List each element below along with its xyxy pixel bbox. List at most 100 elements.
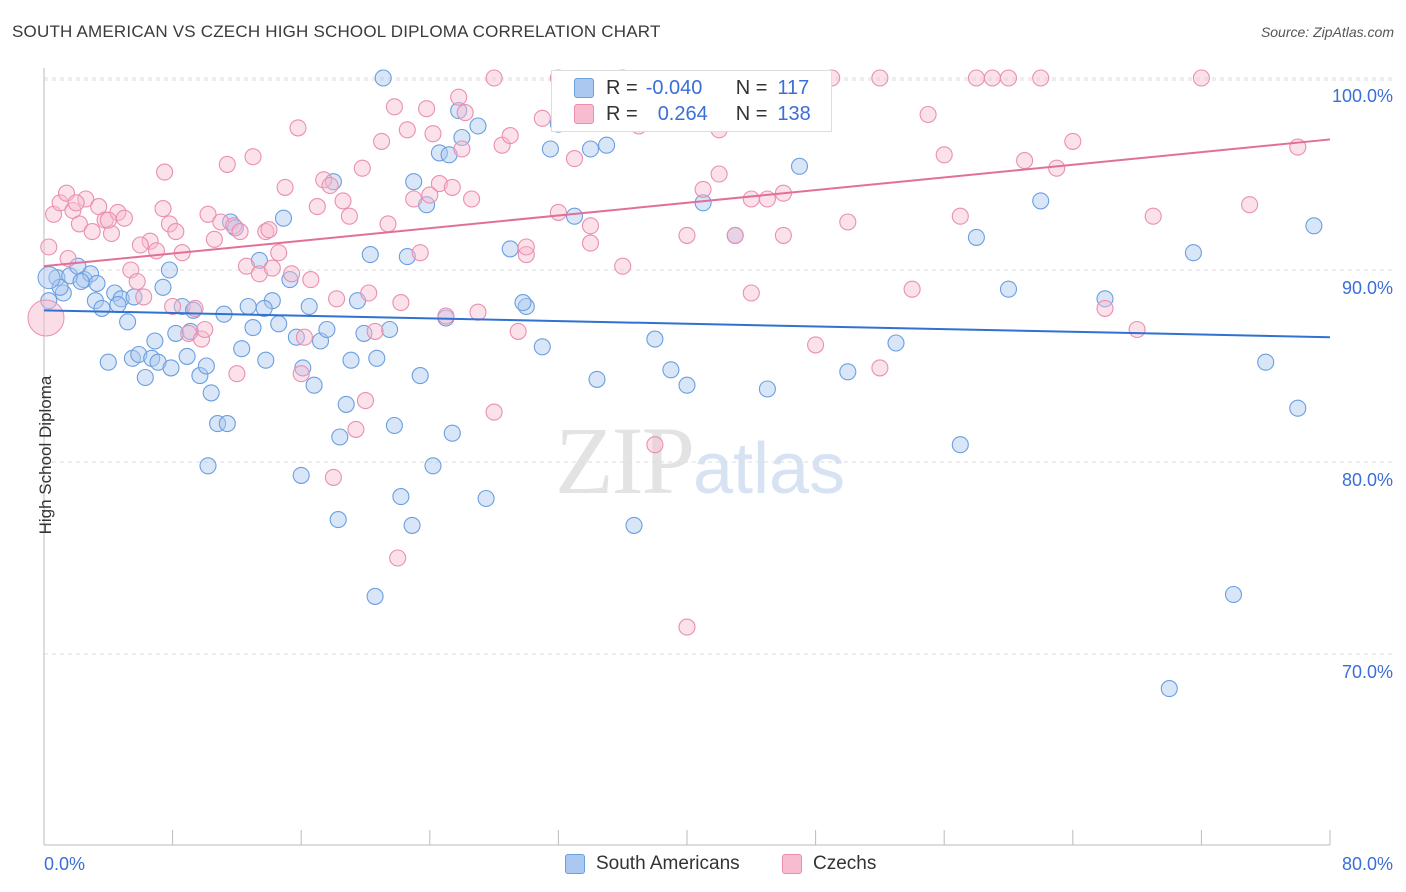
data-point [951, 436, 969, 454]
data-point [244, 148, 262, 166]
legend-swatch-blue [574, 78, 594, 98]
data-point [321, 176, 339, 195]
data-point [164, 297, 182, 316]
legend-r-label: R = [606, 76, 638, 99]
data-point [300, 297, 318, 316]
data-point [871, 359, 889, 377]
data-point [260, 221, 278, 239]
data-point [128, 272, 146, 291]
data-point [135, 288, 153, 306]
axes [43, 68, 1331, 846]
tick-labels: 70.0% 80.0% 90.0% 100.0% 0.0% 80.0% [44, 86, 1393, 874]
data-point [294, 359, 312, 377]
data-point [197, 357, 215, 375]
data-point [807, 336, 825, 354]
data-point [99, 211, 117, 229]
data-point [318, 320, 336, 339]
data-point [710, 165, 728, 183]
legend-item-czechs[interactable]: Czechs [782, 853, 876, 875]
data-point [614, 257, 632, 275]
legend-label: Czechs [813, 853, 877, 874]
data-point [167, 223, 185, 241]
data-point [381, 320, 399, 339]
legend-swatch-pink [782, 854, 802, 874]
data-point [283, 265, 301, 283]
data-point [257, 351, 275, 369]
data-point [411, 244, 429, 262]
data-point [694, 180, 712, 198]
data-point [662, 361, 680, 379]
data-point [329, 511, 347, 529]
data-point [398, 121, 416, 139]
data-point [255, 299, 273, 317]
data-point [625, 516, 643, 534]
data-point [477, 489, 495, 508]
data-point [1016, 152, 1034, 170]
legend-swatch-blue [565, 854, 585, 874]
data-point [356, 392, 375, 410]
trend-line-czechs [43, 138, 1331, 268]
series-czechs [27, 69, 1307, 636]
data-point [871, 69, 889, 87]
data-point [392, 488, 410, 506]
data-point [1144, 207, 1162, 225]
data-point [342, 351, 360, 369]
watermark: ZIPatlas [555, 405, 845, 516]
data-point [533, 109, 551, 127]
series-legend: South Americans Czechs [0, 853, 1406, 877]
y-tick-label: 90.0% [1342, 278, 1393, 298]
legend-label: South Americans [596, 853, 740, 874]
data-point [1192, 69, 1210, 87]
legend-n-label: N = [735, 76, 768, 99]
data-point [565, 150, 584, 168]
data-point [389, 549, 407, 567]
data-point [453, 140, 471, 158]
data-point [385, 416, 403, 435]
data-point [212, 213, 230, 231]
data-point [347, 420, 365, 438]
data-point [758, 380, 776, 398]
data-point [485, 69, 503, 87]
data-point [517, 238, 535, 256]
data-point [292, 365, 310, 383]
data-point [726, 226, 744, 244]
data-point [509, 322, 527, 340]
data-point [424, 125, 442, 143]
data-point [1096, 299, 1114, 317]
data-point [308, 198, 326, 216]
data-point [935, 146, 953, 164]
data-point [398, 248, 416, 266]
data-point [102, 224, 121, 243]
data-point [27, 299, 65, 337]
legend-r-value: -0.040 [645, 76, 703, 99]
data-point [742, 284, 760, 302]
legend-item-south-americans[interactable]: South Americans [565, 853, 740, 875]
data-point [292, 466, 310, 484]
data-point [231, 223, 249, 241]
data-point [1224, 585, 1243, 604]
data-point [37, 266, 61, 290]
data-point [218, 155, 236, 173]
data-point [514, 294, 532, 312]
data-point [93, 299, 111, 317]
data-point [469, 303, 487, 321]
data-point [270, 244, 288, 262]
data-point [196, 320, 214, 339]
data-point [541, 140, 559, 158]
data-point [233, 340, 251, 358]
data-point [565, 207, 584, 225]
data-point [218, 415, 236, 433]
data-point [361, 246, 379, 264]
data-point [131, 236, 149, 254]
data-point [999, 69, 1018, 87]
data-point [678, 226, 696, 244]
data-point [1064, 132, 1082, 150]
data-point [1032, 69, 1050, 87]
data-point [263, 259, 281, 277]
data-point [167, 324, 185, 342]
data-point [450, 102, 468, 120]
data-point [154, 278, 172, 296]
legend-n-value: 117 [777, 76, 810, 99]
legend-row-south-americans: R = -0.040 N = 117 [574, 76, 809, 100]
data-point [276, 178, 294, 196]
